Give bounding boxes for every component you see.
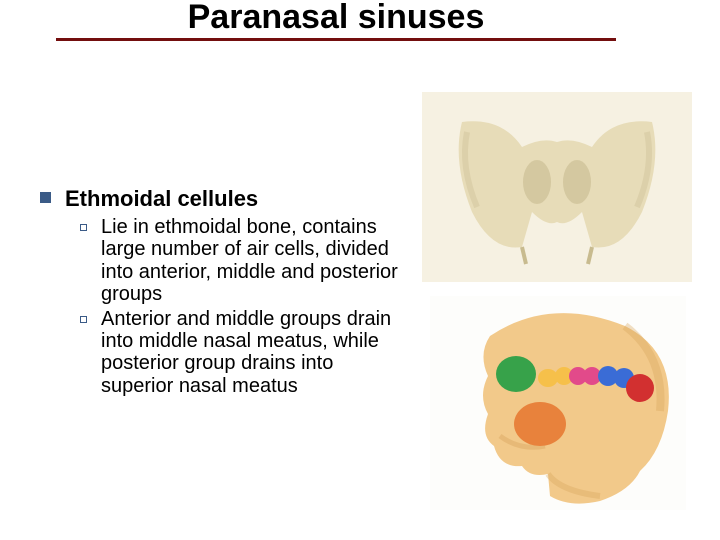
skull-sagittal-illustration (430, 296, 686, 510)
slide-title: Paranasal sinuses (56, 0, 616, 38)
content-block: Ethmoidal cellules Lie in ethmoidal bone… (40, 186, 410, 399)
hollow-square-bullet-icon (80, 316, 87, 323)
title-underline: Paranasal sinuses (56, 0, 616, 41)
list-item: Lie in ethmoidal bone, contains large nu… (80, 216, 410, 306)
slide: Paranasal sinuses Ethmoidal cellules Lie… (0, 0, 720, 540)
heading-row: Ethmoidal cellules (40, 186, 410, 212)
bullet-text: Anterior and middle groups drain into mi… (101, 308, 410, 398)
ethmoid-bone-illustration (422, 92, 692, 282)
sub-bullet-list: Lie in ethmoidal bone, contains large nu… (40, 216, 410, 397)
hollow-square-bullet-icon (80, 224, 87, 231)
figure-skull-sagittal (430, 296, 686, 510)
bullet-text: Lie in ethmoidal bone, contains large nu… (101, 216, 410, 306)
figure-ethmoid-bone (422, 92, 692, 282)
list-item: Anterior and middle groups drain into mi… (80, 308, 410, 398)
section-subtitle: Ethmoidal cellules (65, 186, 258, 212)
square-bullet-icon (40, 192, 51, 203)
